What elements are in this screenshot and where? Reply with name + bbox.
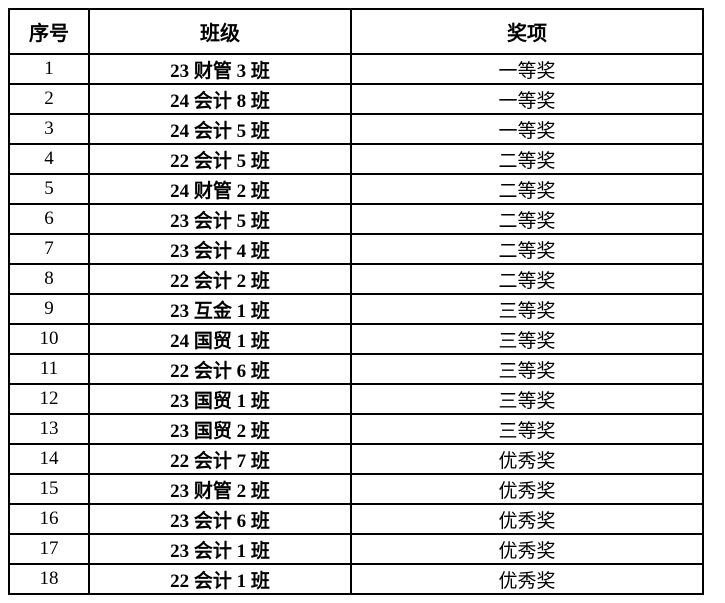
class-cell: 23 财管 3 班 (88, 53, 352, 85)
award-cell: 一等奖 (350, 53, 704, 85)
table-row: 12 23 国贸 1 班三等奖 (8, 383, 704, 415)
class-cell: 23 财管 2 班 (88, 473, 352, 505)
header-row: 序号 班级 奖项 (8, 8, 704, 55)
table-row: 8 22 会计 2 班二等奖 (8, 263, 704, 295)
award-cell: 二等奖 (350, 263, 704, 295)
table-row: 2 24 会计 8 班一等奖 (8, 83, 704, 115)
class-cell: 24 财管 2 班 (88, 173, 352, 205)
table-body: 1 23 财管 3 班一等奖 2 24 会计 8 班一等奖 3 24 会计 5 班一等奖 4… (8, 53, 704, 595)
award-cell: 二等奖 (350, 203, 704, 235)
award-cell: 优秀奖 (350, 503, 704, 535)
table-row: 6 23 会计 5 班二等奖 (8, 203, 704, 235)
award-cell: 优秀奖 (350, 563, 704, 595)
award-cell: 三等奖 (350, 293, 704, 325)
index-cell: 3 (8, 113, 90, 145)
index-cell: 10 (8, 323, 90, 355)
class-cell: 22 会计 6 班 (88, 353, 352, 385)
table-row: 15 23 财管 2 班优秀奖 (8, 473, 704, 505)
table-row: 13 23 国贸 2 班三等奖 (8, 413, 704, 445)
index-cell: 18 (8, 563, 90, 595)
table-row: 17 23 会计 1 班优秀奖 (8, 533, 704, 565)
index-cell: 15 (8, 473, 90, 505)
award-cell: 三等奖 (350, 413, 704, 445)
class-cell: 23 会计 4 班 (88, 233, 352, 265)
class-cell: 22 会计 1 班 (88, 563, 352, 595)
award-cell: 优秀奖 (350, 443, 704, 475)
award-cell: 优秀奖 (350, 473, 704, 505)
index-cell: 12 (8, 383, 90, 415)
header-cell-index: 序号 (8, 8, 90, 55)
index-cell: 6 (8, 203, 90, 235)
class-cell: 22 会计 2 班 (88, 263, 352, 295)
table-row: 1 23 财管 3 班一等奖 (8, 53, 704, 85)
class-cell: 23 国贸 1 班 (88, 383, 352, 415)
table-row: 3 24 会计 5 班一等奖 (8, 113, 704, 145)
table-row: 18 22 会计 1 班优秀奖 (8, 563, 704, 595)
table-row: 14 22 会计 7 班优秀奖 (8, 443, 704, 475)
table-row: 16 23 会计 6 班优秀奖 (8, 503, 704, 535)
header-cell-class: 班级 (88, 8, 352, 55)
class-cell: 23 会计 5 班 (88, 203, 352, 235)
award-cell: 一等奖 (350, 83, 704, 115)
index-cell: 8 (8, 263, 90, 295)
award-cell: 三等奖 (350, 353, 704, 385)
class-cell: 24 国贸 1 班 (88, 323, 352, 355)
award-cell: 二等奖 (350, 173, 704, 205)
class-cell: 23 国贸 2 班 (88, 413, 352, 445)
award-cell: 优秀奖 (350, 533, 704, 565)
award-cell: 二等奖 (350, 143, 704, 175)
table-header: 序号 班级 奖项 (8, 8, 704, 55)
class-cell: 24 会计 5 班 (88, 113, 352, 145)
award-cell: 三等奖 (350, 323, 704, 355)
table-row: 9 23 互金 1 班三等奖 (8, 293, 704, 325)
awards-table: 序号 班级 奖项 1 23 财管 3 班一等奖 2 24 会计 8 班一等奖 3 24 会… (8, 8, 704, 595)
index-cell: 1 (8, 53, 90, 85)
class-cell: 23 互金 1 班 (88, 293, 352, 325)
index-cell: 5 (8, 173, 90, 205)
table-row: 11 22 会计 6 班三等奖 (8, 353, 704, 385)
table-row: 4 22 会计 5 班二等奖 (8, 143, 704, 175)
class-cell: 24 会计 8 班 (88, 83, 352, 115)
index-cell: 14 (8, 443, 90, 475)
index-cell: 17 (8, 533, 90, 565)
award-cell: 一等奖 (350, 113, 704, 145)
index-cell: 2 (8, 83, 90, 115)
table-row: 5 24 财管 2 班二等奖 (8, 173, 704, 205)
index-cell: 13 (8, 413, 90, 445)
index-cell: 11 (8, 353, 90, 385)
class-cell: 23 会计 1 班 (88, 533, 352, 565)
index-cell: 4 (8, 143, 90, 175)
class-cell: 22 会计 5 班 (88, 143, 352, 175)
table-row: 7 23 会计 4 班二等奖 (8, 233, 704, 265)
award-cell: 三等奖 (350, 383, 704, 415)
header-cell-award: 奖项 (350, 8, 704, 55)
table-row: 10 24 国贸 1 班三等奖 (8, 323, 704, 355)
index-cell: 16 (8, 503, 90, 535)
index-cell: 9 (8, 293, 90, 325)
class-cell: 22 会计 7 班 (88, 443, 352, 475)
index-cell: 7 (8, 233, 90, 265)
award-cell: 二等奖 (350, 233, 704, 265)
class-cell: 23 会计 6 班 (88, 503, 352, 535)
